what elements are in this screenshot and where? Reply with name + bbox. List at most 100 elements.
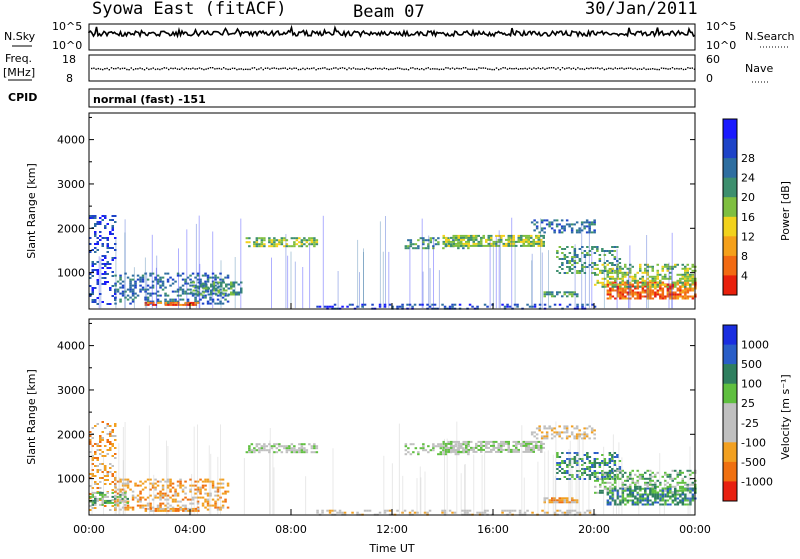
- power-cell: [535, 240, 538, 243]
- velocity-cell: [654, 501, 657, 504]
- velocity-cell: [522, 450, 525, 453]
- power-cell: [230, 285, 233, 288]
- velocity-cell: [507, 450, 510, 453]
- velocity-cell: [99, 477, 102, 479]
- velocity-cell: [439, 443, 443, 446]
- freq-point: [121, 67, 124, 70]
- power-cell: [477, 244, 480, 247]
- freq-point: [115, 67, 117, 70]
- power-cell: [621, 279, 624, 282]
- power-cell: [139, 288, 142, 291]
- power-cell: [424, 247, 428, 250]
- power-cell: [520, 234, 523, 237]
- power-cell: [621, 283, 625, 286]
- power-cell: [194, 303, 198, 306]
- freq-point: [533, 67, 535, 69]
- power-cell: [596, 279, 599, 282]
- power-cell: [485, 240, 488, 243]
- velocity-cell: [114, 477, 117, 479]
- power-cell: [225, 283, 228, 286]
- velocity-cell: [575, 425, 579, 428]
- power-cell: [689, 279, 692, 282]
- velocity-cell: [581, 464, 584, 466]
- power-cell: [616, 268, 619, 270]
- velocity-cell: [126, 497, 129, 500]
- power-cell: [545, 223, 549, 226]
- power-cell: [149, 292, 152, 295]
- power-cell: [189, 274, 192, 277]
- power-cell: [184, 280, 187, 283]
- velocity-cell: [214, 506, 217, 509]
- power-cell: [611, 254, 614, 256]
- power-cell: [226, 294, 230, 297]
- velocity-cell: [426, 511, 429, 514]
- velocity-cell: [219, 482, 222, 485]
- power-cell: [614, 285, 617, 288]
- power-cell: [313, 237, 316, 240]
- nsky-trace: [88, 24, 696, 39]
- freq-point: [339, 67, 341, 69]
- velocity-cell: [626, 499, 630, 502]
- power-colorbar-swatch: [723, 236, 737, 257]
- velocity-cell: [609, 489, 612, 492]
- power-cell: [106, 261, 109, 263]
- velocity-cell: [461, 509, 464, 512]
- power-cell: [609, 293, 612, 296]
- velocity-cell: [452, 448, 455, 451]
- power-cell: [639, 269, 642, 272]
- power-cell: [263, 237, 266, 240]
- velocity-cell: [649, 489, 652, 492]
- power-cell: [202, 291, 205, 294]
- velocity-cell: [99, 439, 102, 441]
- power-cell: [558, 272, 562, 274]
- power-cell: [616, 275, 619, 278]
- power-cell: [202, 287, 205, 290]
- velocity-cell: [89, 441, 92, 443]
- velocity-cell: [553, 497, 556, 500]
- velocity-cell: [611, 495, 615, 498]
- velocity-cell: [196, 486, 200, 489]
- freq-point: [572, 67, 575, 69]
- velocity-cell: [591, 472, 594, 474]
- velocity-cell: [593, 458, 597, 460]
- velocity-cell: [629, 477, 632, 480]
- velocity-cell: [676, 501, 680, 504]
- velocity-cell: [114, 506, 117, 509]
- velocity-cell: [96, 423, 99, 425]
- power-streak: [220, 260, 222, 309]
- velocity-cell: [119, 480, 122, 483]
- velocity-cell: [462, 443, 465, 446]
- freq-point: [531, 68, 533, 70]
- power-cell: [429, 239, 433, 242]
- power-cell: [661, 265, 664, 268]
- power-cell: [566, 262, 569, 264]
- velocity-cell: [450, 446, 453, 449]
- velocity-cell: [606, 487, 610, 490]
- power-cell: [197, 293, 200, 296]
- power-cell: [626, 285, 629, 288]
- power-cell: [578, 248, 582, 250]
- freq-point: [399, 67, 401, 70]
- velocity-cell: [99, 499, 102, 501]
- velocity-cell: [214, 504, 217, 507]
- time-tick-label: 08:00: [275, 523, 307, 536]
- velocity-cell: [151, 506, 155, 509]
- freq-point: [130, 67, 132, 69]
- velocity-cell: [601, 481, 604, 484]
- freq-point: [634, 67, 636, 70]
- freq-point: [106, 67, 108, 70]
- power-cell: [611, 272, 614, 274]
- velocity-cell: [565, 427, 569, 430]
- power-cell: [96, 261, 99, 263]
- power-cell: [328, 305, 332, 308]
- velocity-cell: [522, 444, 525, 447]
- power-cell: [553, 303, 557, 306]
- freq-point: [278, 68, 280, 70]
- velocity-cell: [583, 468, 587, 470]
- power-cell: [201, 294, 205, 297]
- power-cell: [468, 303, 472, 306]
- power-cell: [507, 242, 510, 245]
- power-cell: [624, 291, 627, 294]
- velocity-cell: [608, 466, 612, 468]
- velocity-cell: [614, 489, 617, 492]
